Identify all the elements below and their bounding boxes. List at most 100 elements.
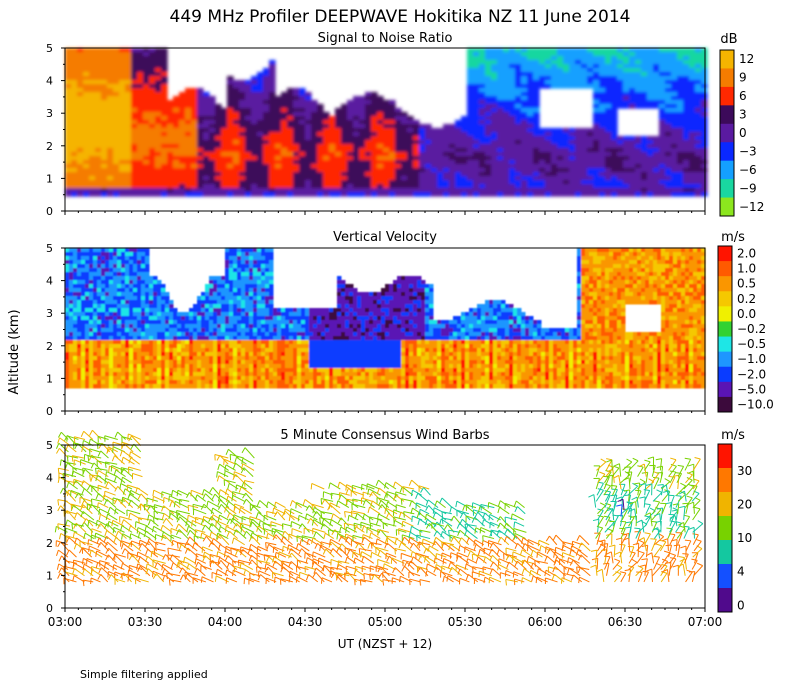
snr-cell — [71, 192, 78, 197]
snr-cell — [557, 148, 564, 153]
snr-cell — [143, 92, 150, 97]
vv-cell — [93, 260, 98, 265]
snr-cell — [359, 104, 366, 109]
vv-cell — [133, 352, 138, 357]
vv-cell — [221, 276, 226, 281]
vv-cell — [237, 376, 242, 381]
snr-cell — [467, 48, 474, 53]
snr-cell — [551, 136, 558, 141]
snr-cell — [443, 180, 450, 185]
snr-cell — [671, 108, 678, 113]
snr-cell — [341, 108, 348, 113]
snr-cell — [89, 144, 96, 149]
snr-cell — [449, 144, 456, 149]
snr-cell — [671, 68, 678, 73]
snr-cell — [125, 192, 132, 197]
snr-cell — [443, 176, 450, 181]
vv-cell — [89, 344, 94, 349]
vv-cell — [201, 380, 206, 385]
vv-cell — [145, 332, 150, 337]
vv-cell — [89, 316, 94, 321]
snr-cell — [557, 156, 564, 161]
vv-cell — [261, 364, 266, 369]
snr-cell — [683, 92, 690, 97]
snr-cell — [521, 184, 528, 189]
snr-cell — [215, 188, 222, 193]
snr-cell — [263, 160, 270, 165]
snr-cell — [167, 192, 174, 197]
vv-cell — [217, 340, 222, 345]
vv-cell — [145, 380, 150, 385]
snr-cell — [629, 92, 636, 97]
vv-cell — [253, 372, 258, 377]
vv-cell — [173, 368, 178, 373]
snr-cell — [119, 76, 126, 81]
snr-cell — [527, 164, 534, 169]
snr-cell — [227, 92, 234, 97]
vv-cell — [137, 288, 142, 293]
vv-cell — [129, 340, 134, 345]
snr-cell — [461, 128, 468, 133]
vv-cell — [109, 344, 114, 349]
snr-cell — [605, 96, 612, 101]
vv-cell — [97, 276, 102, 281]
vv-cell — [101, 296, 106, 301]
snr-cell — [221, 128, 228, 133]
vv-cell — [253, 380, 258, 385]
vv-cell — [269, 256, 274, 261]
vv-cell — [261, 256, 266, 261]
snr-cell — [215, 136, 222, 141]
snr-cell — [191, 148, 198, 153]
snr-cell — [365, 184, 372, 189]
vv-cell — [273, 380, 278, 385]
snr-cell — [641, 192, 648, 197]
vv-cell — [113, 252, 118, 257]
snr-cell — [239, 160, 246, 165]
vv-cell — [113, 304, 118, 309]
snr-cell — [497, 92, 504, 97]
snr-cell — [95, 72, 102, 77]
snr-cell — [509, 140, 516, 145]
snr-cell — [317, 120, 324, 125]
snr-cell — [269, 120, 276, 125]
snr-cell — [389, 100, 396, 105]
snr-cell — [641, 100, 648, 105]
snr-cell — [425, 192, 432, 197]
snr-cell — [533, 56, 540, 61]
snr-cell — [659, 184, 666, 189]
snr-cell — [149, 68, 156, 73]
snr-cell — [281, 96, 288, 101]
snr-cell — [473, 164, 480, 169]
snr-cell — [665, 176, 672, 181]
vv-cell — [237, 292, 242, 297]
colorbar-swatch — [720, 50, 734, 69]
snr-cell — [245, 172, 252, 177]
vv-cell — [173, 344, 178, 349]
snr-cell — [455, 180, 462, 185]
snr-cell — [407, 136, 414, 141]
snr-cell — [383, 156, 390, 161]
snr-cell — [263, 144, 270, 149]
vv-cell — [217, 356, 222, 361]
snr-cell — [149, 56, 156, 61]
snr-cell — [317, 136, 324, 141]
vv-cell — [229, 304, 234, 309]
snr-cell — [623, 68, 630, 73]
snr-cell — [395, 168, 402, 173]
snr-cell — [503, 152, 510, 157]
vv-cell — [229, 256, 234, 261]
snr-cell — [131, 192, 138, 197]
vv-cell — [77, 328, 82, 333]
vv-cell — [221, 344, 226, 349]
vv-cell — [113, 308, 118, 313]
snr-cell — [167, 132, 174, 137]
snr-cell — [71, 120, 78, 125]
snr-cell — [257, 104, 264, 109]
snr-cell — [101, 180, 108, 185]
snr-cell — [635, 184, 642, 189]
snr-cell — [107, 112, 114, 117]
vv-cell — [237, 320, 242, 325]
snr-cell — [155, 168, 162, 173]
snr-cell — [113, 148, 120, 153]
vv-cell — [149, 348, 154, 353]
